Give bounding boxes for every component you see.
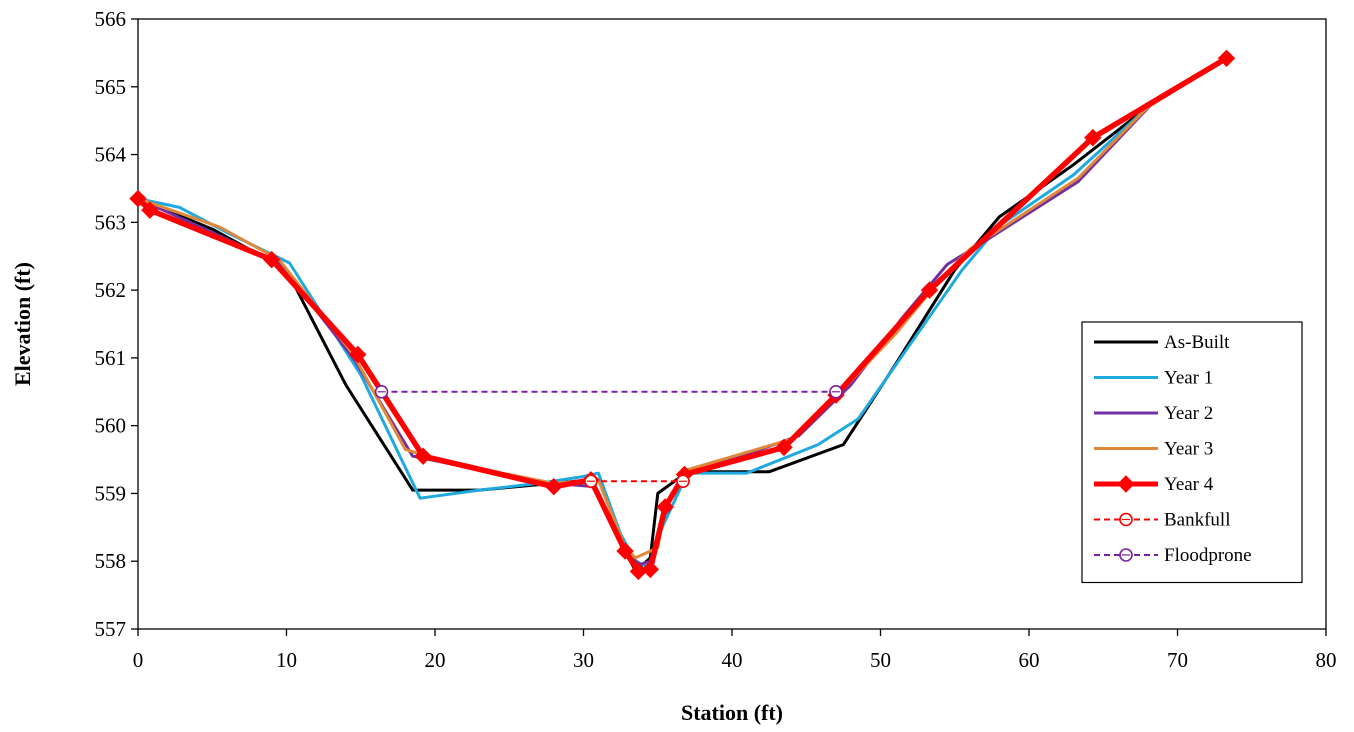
- legend-label: Year 2: [1164, 403, 1213, 424]
- legend-marker: [1117, 475, 1135, 493]
- data-point: [545, 477, 563, 496]
- data-point: [129, 189, 147, 208]
- y-tick-label: 562: [95, 278, 127, 302]
- y-tick-label: 566: [95, 7, 127, 31]
- legend-label: Floodprone: [1164, 545, 1252, 566]
- x-tick-label: 0: [133, 648, 144, 672]
- legend-label: Bankfull: [1164, 510, 1231, 531]
- y-tick-label: 559: [95, 481, 127, 505]
- y-tick-label: 564: [95, 143, 127, 167]
- series-bankfull: [584, 474, 690, 489]
- series-floodprone: [374, 384, 843, 399]
- data-point: [141, 201, 159, 219]
- data-point: [656, 498, 674, 516]
- x-tick-label: 50: [870, 648, 891, 672]
- data-point: [349, 345, 367, 364]
- data-point: [616, 542, 634, 560]
- legend-label: Year 1: [1164, 368, 1213, 389]
- series-layer: [129, 49, 1236, 581]
- x-tick-label: 70: [1167, 648, 1188, 672]
- legend-label: Year 4: [1164, 474, 1214, 495]
- y-tick-label: 560: [95, 414, 127, 438]
- data-point: [641, 560, 660, 579]
- y-tick-label: 565: [95, 75, 127, 99]
- data-point: [775, 438, 793, 457]
- legend-label: Year 3: [1164, 439, 1213, 460]
- data-point: [1084, 128, 1102, 147]
- y-axis-title: Elevation (ft): [10, 262, 35, 386]
- y-tick-label: 561: [95, 346, 127, 370]
- x-axis-title: Station (ft): [681, 700, 783, 725]
- x-tick-label: 80: [1316, 648, 1337, 672]
- axis-ticks: 0 10 20 30 40 50 60 70 80 557 558 559 560 561 562 563 56…: [95, 7, 1337, 672]
- x-tick-label: 20: [425, 648, 446, 672]
- x-tick-label: 60: [1019, 648, 1040, 672]
- legend-box: [1081, 321, 1303, 584]
- data-point: [1217, 49, 1236, 68]
- x-tick-label: 30: [573, 648, 594, 672]
- y-tick-label: 563: [95, 210, 127, 234]
- data-point: [920, 281, 939, 299]
- x-tick-label: 40: [722, 648, 743, 672]
- legend-label: As-Built: [1164, 332, 1230, 353]
- x-tick-label: 10: [276, 648, 297, 672]
- data-point: [414, 447, 432, 465]
- series-year-4: [129, 49, 1236, 581]
- data-point: [262, 250, 281, 269]
- y-tick-label: 558: [95, 549, 127, 573]
- y-tick-label: 557: [95, 617, 127, 641]
- legend: As-Built Year 1 Year 2 Year 3 Year 4 Bankfull…: [1081, 321, 1303, 584]
